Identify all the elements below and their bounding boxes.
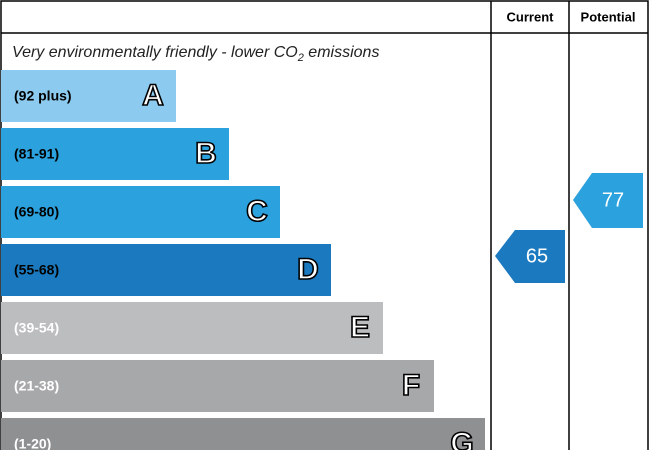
top-label: Very environmentally friendly - lower CO… <box>12 44 379 64</box>
band-letter: C <box>246 195 268 228</box>
band-letter: B <box>195 137 217 170</box>
band-bar <box>1 70 176 122</box>
band-range: (55-68) <box>14 262 59 278</box>
potential-value: 77 <box>602 189 624 211</box>
current-header: Current <box>507 9 555 24</box>
current-arrow <box>495 230 565 283</box>
band-range: (69-80) <box>14 204 59 220</box>
band-letter: E <box>350 311 370 344</box>
band-range: (1-20) <box>14 436 51 450</box>
bands: (92 plus) A (81-91) B (69-80) C (55-68) D (39-54… <box>1 70 485 455</box>
band-range: (21-38) <box>14 378 59 394</box>
band-bar <box>1 360 434 412</box>
band-bar <box>1 302 383 354</box>
band-letter: D <box>297 253 319 286</box>
label-text: Very environmentally friendly - lower CO <box>12 44 298 61</box>
band-bar <box>1 418 485 455</box>
potential-arrow <box>573 173 643 228</box>
band-range: (92 plus) <box>14 88 72 104</box>
band-bar <box>1 128 229 180</box>
band-letter: F <box>402 369 420 402</box>
label-suffix: emissions <box>304 44 380 61</box>
band-letter: G <box>450 427 473 450</box>
band-range: (39-54) <box>14 320 59 336</box>
current-value: 65 <box>526 245 548 267</box>
potential-header: Potential <box>581 9 636 24</box>
band-bar <box>1 244 331 296</box>
band-range: (81-91) <box>14 146 59 162</box>
band-letter: A <box>142 79 164 112</box>
label-subscript: 2 <box>297 52 304 64</box>
band-bar <box>1 186 280 238</box>
